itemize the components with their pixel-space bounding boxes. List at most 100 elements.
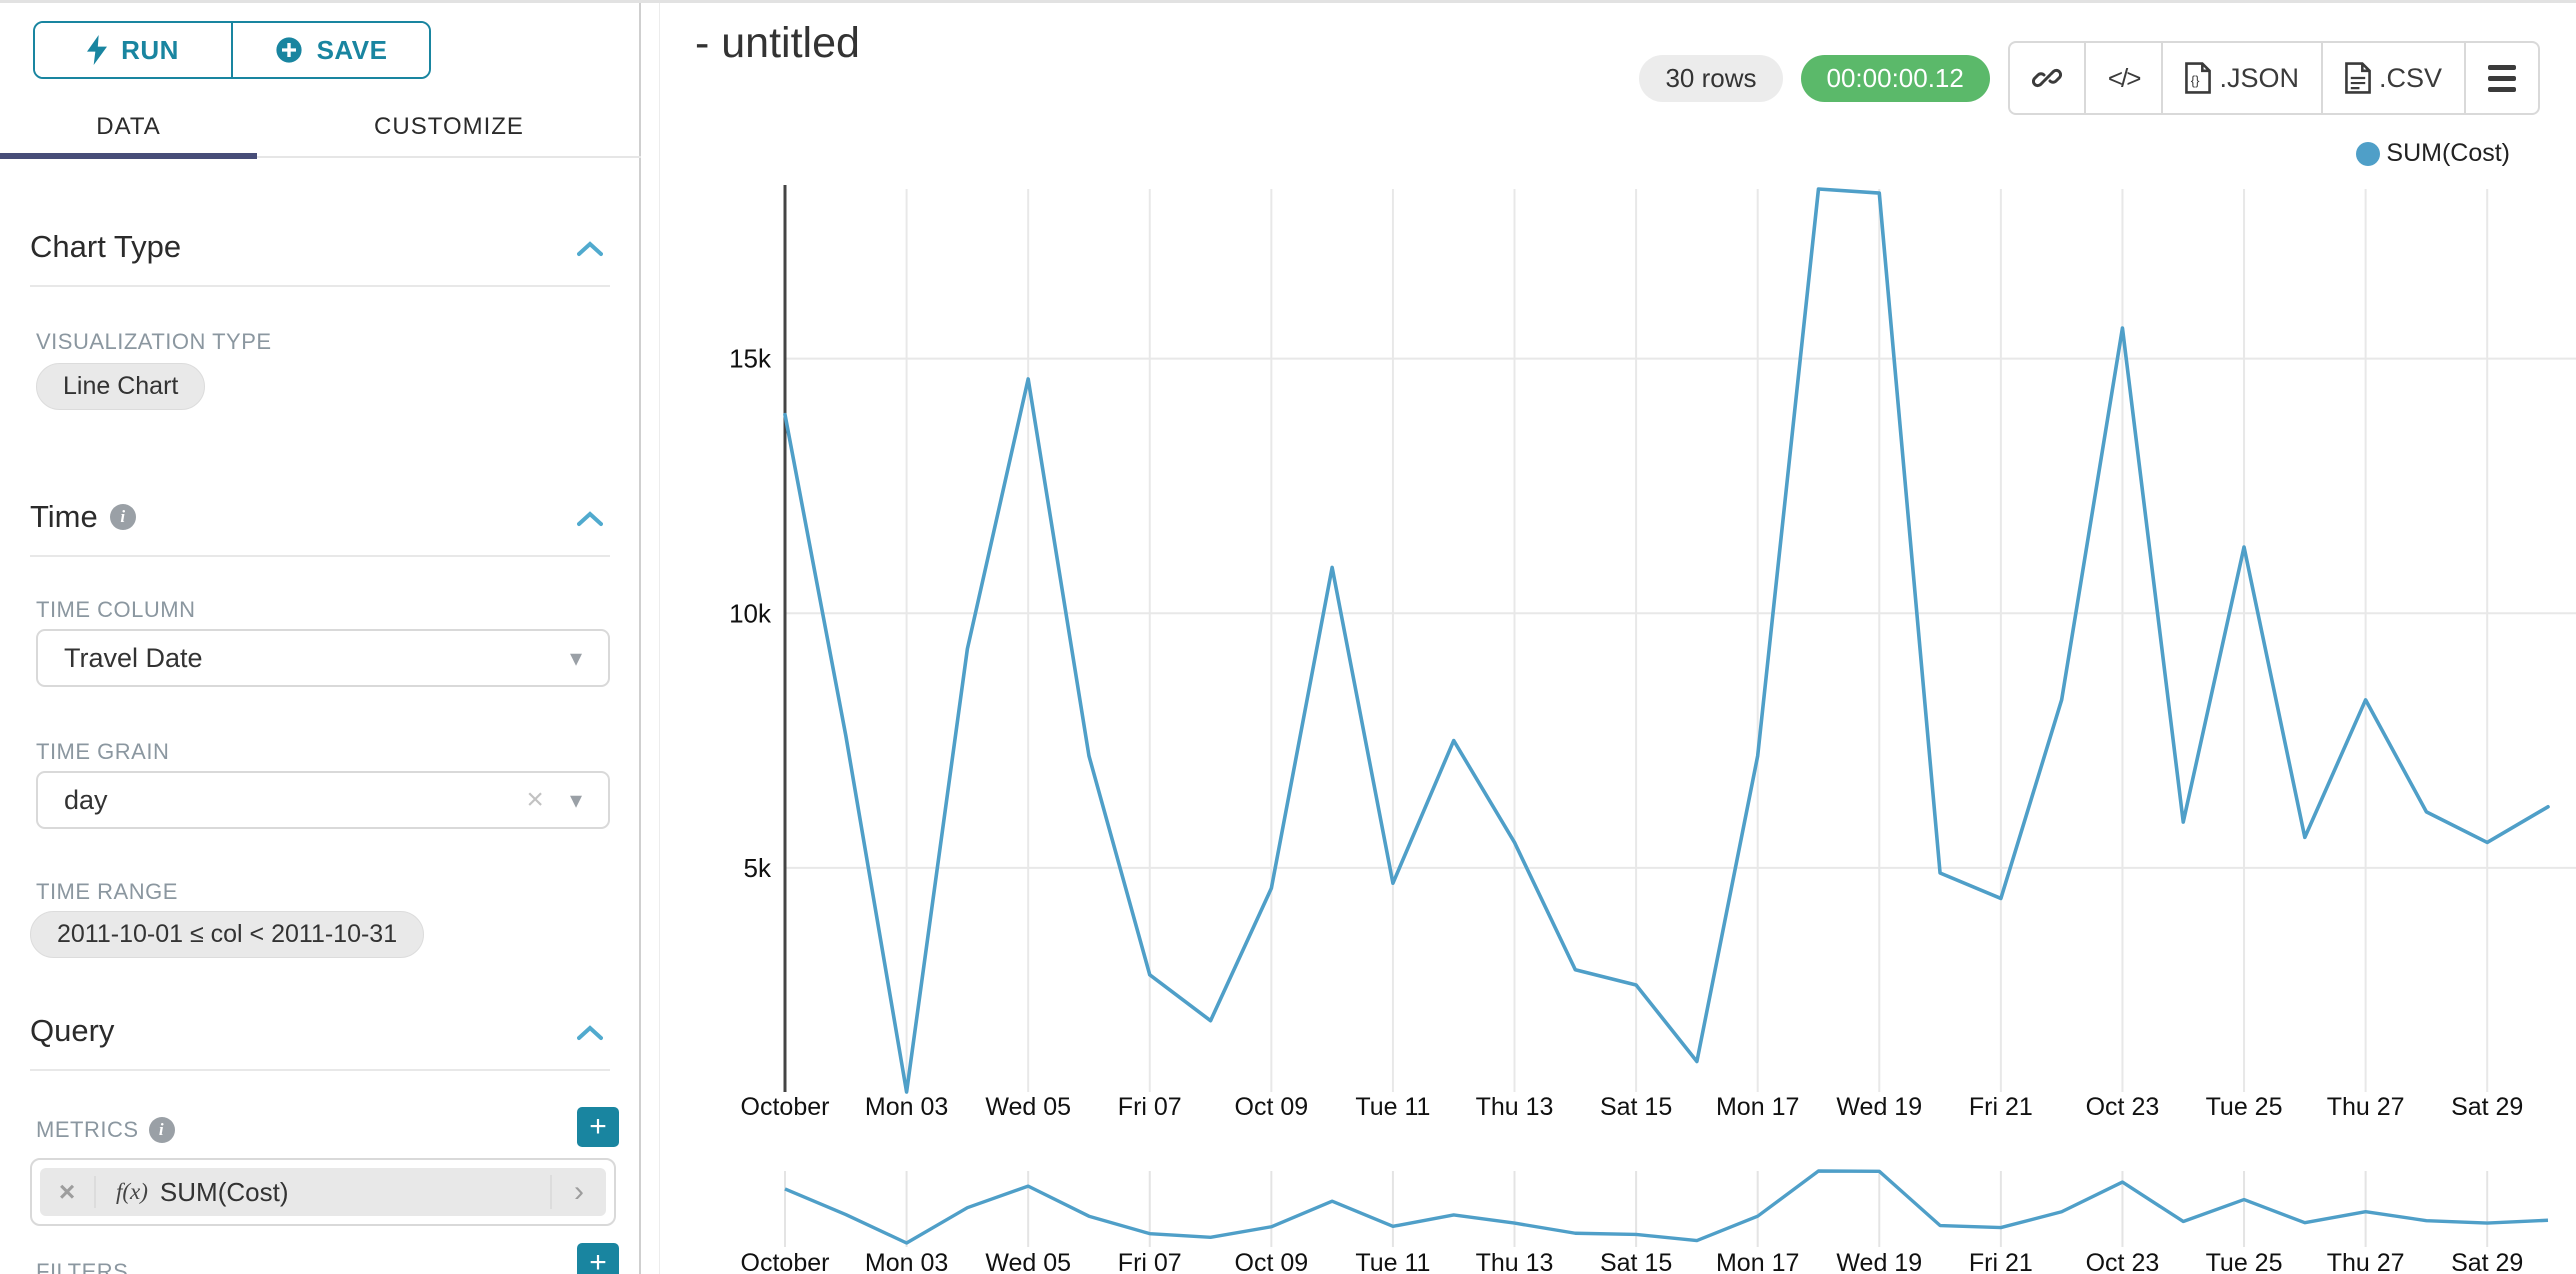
clear-icon[interactable]: × — [526, 783, 544, 816]
svg-text:{}: {} — [2191, 73, 2200, 88]
section-query-header[interactable]: Query — [30, 1013, 114, 1049]
metrics-label: METRICS i — [36, 1117, 175, 1143]
caret-down-icon: ▾ — [569, 644, 582, 672]
x-axis-tick-label: Thu 27 — [2327, 1093, 2405, 1121]
y-axis-tick-label: 5k — [744, 853, 772, 883]
mini-x-axis-tick-label: Wed 05 — [985, 1249, 1071, 1274]
y-axis-tick-label: 10k — [729, 598, 772, 628]
run-button[interactable]: RUN — [35, 23, 231, 77]
metric-pill[interactable]: × f(x) SUM(Cost) › — [40, 1168, 606, 1216]
x-axis-tick-label: Sat 15 — [1600, 1093, 1672, 1121]
x-axis-tick-label: Tue 25 — [2206, 1093, 2283, 1121]
export-button-group: </> {} .JSON .CSV — [2007, 41, 2540, 115]
x-axis-tick-label: Mon 03 — [865, 1093, 948, 1121]
divider — [30, 1069, 610, 1071]
info-icon: i — [148, 1117, 175, 1143]
line-chart-svg[interactable]: 5k 10k 15k October Mon 03 Wed 05 Fri 07 Oct 09 T… — [661, 3, 2576, 1274]
remove-metric-icon[interactable]: × — [40, 1176, 96, 1208]
chart-title[interactable]: - untitled — [695, 19, 860, 67]
section-chart-type-header[interactable]: Chart Type — [30, 229, 181, 265]
x-axis-tick-label: Fri 07 — [1118, 1093, 1182, 1121]
section-time-header[interactable]: Time i — [30, 499, 136, 535]
time-range-chip[interactable]: 2011-10-01 ≤ col < 2011-10-31 — [30, 911, 425, 958]
metric-name: SUM(Cost) — [159, 1176, 289, 1207]
chart-menu-button[interactable] — [2464, 43, 2538, 113]
info-icon: i — [109, 504, 136, 530]
x-axis-tick-label: October — [741, 1093, 830, 1121]
export-csv-button[interactable]: .CSV — [2320, 43, 2464, 113]
time-column-label: TIME COLUMN — [36, 597, 196, 622]
add-filter-button[interactable]: + — [577, 1243, 619, 1274]
x-axis-tick-label: Mon 17 — [1716, 1093, 1799, 1121]
x-axis-tick-label: Oct 09 — [1235, 1093, 1309, 1121]
query-timer-badge: 00:00:00.12 — [1800, 54, 1990, 102]
legend-label: SUM(Cost) — [2386, 139, 2510, 167]
mini-x-axis-tick-label: Sat 15 — [1600, 1249, 1672, 1274]
expand-metric-icon[interactable]: › — [550, 1175, 606, 1209]
legend[interactable]: SUM(Cost) — [2356, 139, 2510, 168]
x-axis-tick-label: Thu 13 — [1476, 1093, 1554, 1121]
add-metric-button[interactable]: + — [577, 1107, 619, 1147]
chart-area: - untitled 30 rows 00:00:00.12 </> {} — [661, 3, 2576, 1274]
mini-x-axis-tick-label: Thu 13 — [1476, 1249, 1554, 1274]
tab-customize[interactable]: CUSTOMIZE — [374, 113, 524, 140]
chevron-up-icon[interactable] — [577, 1025, 603, 1041]
x-axis-tick-label: Wed 19 — [1836, 1093, 1922, 1121]
time-grain-label: TIME GRAIN — [36, 739, 170, 764]
series-line[interactable] — [783, 187, 2550, 1094]
caret-down-icon: ▾ — [569, 786, 582, 814]
query-title: Query — [30, 1013, 115, 1048]
x-axis-tick-label: Oct 23 — [2086, 1093, 2160, 1121]
link-icon — [2031, 68, 2062, 88]
control-panel: RUN SAVE DATA CUSTOMIZE Chart Type VISUA… — [0, 3, 641, 1274]
x-axis-tick-label: Fri 21 — [1969, 1093, 2033, 1121]
x-axis-tick-label: Sat 29 — [2451, 1093, 2523, 1121]
divider — [30, 555, 610, 557]
viz-type-label: VISUALIZATION TYPE — [36, 329, 272, 354]
legend-dot[interactable] — [2356, 141, 2381, 166]
divider — [30, 285, 610, 287]
mini-x-axis-tick-label: October — [741, 1249, 830, 1274]
mini-x-axis-tick-label: Fri 07 — [1118, 1249, 1182, 1274]
save-button[interactable]: SAVE — [231, 23, 429, 77]
lightning-icon — [87, 35, 108, 65]
hamburger-icon — [2488, 64, 2516, 92]
row-count-badge: 30 rows — [1639, 54, 1783, 102]
share-link-button[interactable] — [2010, 43, 2084, 113]
time-grain-select[interactable]: day × ▾ — [36, 771, 610, 829]
tabs-border — [0, 156, 641, 158]
mini-x-axis-tick-label: Thu 27 — [2327, 1249, 2405, 1274]
time-title: Time — [30, 499, 98, 534]
mini-x-axis-tick-label: Tue 25 — [2206, 1249, 2283, 1274]
plus-circle-icon — [275, 37, 302, 63]
mini-x-axis-tick-label: Mon 17 — [1716, 1249, 1799, 1274]
time-grain-value: day — [64, 784, 108, 815]
mini-series-line[interactable] — [784, 1169, 2549, 1245]
x-axis-tick-label: Tue 11 — [1355, 1093, 1430, 1121]
viz-type-chip[interactable]: Line Chart — [36, 363, 206, 410]
chevron-up-icon[interactable] — [577, 511, 603, 527]
chart-toolbar: 30 rows 00:00:00.12 </> {} .JSON — [1639, 41, 2540, 115]
mini-x-axis-tick-label: Oct 23 — [2086, 1249, 2160, 1274]
embed-code-button[interactable]: </> — [2083, 43, 2162, 113]
file-csv-icon — [2345, 62, 2371, 94]
time-column-value: Travel Date — [64, 642, 203, 673]
mini-x-axis-tick-label: Fri 21 — [1969, 1249, 2033, 1274]
json-label: .JSON — [2219, 62, 2299, 93]
mini-x-axis-tick-label: Wed 19 — [1836, 1249, 1922, 1274]
mini-x-axis-tick-label: Mon 03 — [865, 1249, 948, 1274]
file-json-icon: {} — [2185, 62, 2212, 94]
mini-x-axis-tick-label: Sat 29 — [2451, 1249, 2523, 1274]
time-range-label: TIME RANGE — [36, 879, 178, 904]
save-button-label: SAVE — [316, 34, 388, 65]
panel-gutter — [659, 3, 660, 1274]
y-axis-tick-label: 15k — [729, 344, 772, 374]
run-button-label: RUN — [121, 34, 179, 65]
export-json-button[interactable]: {} .JSON — [2161, 43, 2321, 113]
panel-tabs: DATA CUSTOMIZE — [0, 99, 641, 157]
chevron-up-icon[interactable] — [577, 241, 603, 257]
mini-x-axis-tick-label: Tue 11 — [1355, 1249, 1430, 1274]
tab-data[interactable]: DATA — [96, 113, 161, 140]
time-column-select[interactable]: Travel Date ▾ — [36, 629, 610, 687]
csv-label: .CSV — [2378, 62, 2442, 93]
